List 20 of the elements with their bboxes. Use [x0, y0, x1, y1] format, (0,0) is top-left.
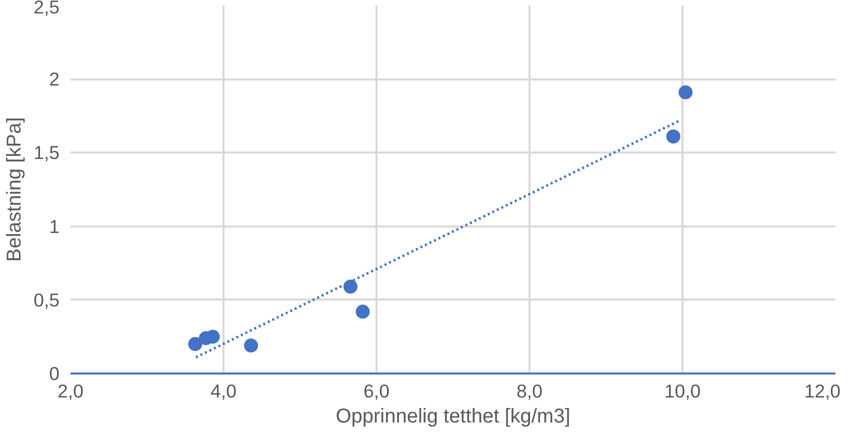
- point: [666, 130, 680, 144]
- y-tick-label: 2,5: [34, 0, 60, 18]
- y-tick-label: 1: [49, 216, 60, 237]
- point: [678, 85, 693, 100]
- y-axis-title: Belastning [kPa]: [4, 117, 26, 262]
- y-tick-label: 0,5: [34, 289, 60, 310]
- point: [356, 304, 370, 319]
- x-tick-label: 6,0: [364, 380, 390, 402]
- point: [343, 280, 358, 294]
- x-tick-label: 10,0: [664, 380, 701, 402]
- point: [188, 337, 202, 352]
- x-tick-label: 2,0: [58, 380, 84, 402]
- x-tick-label: 12,0: [804, 380, 840, 402]
- y-tick-label: 2: [49, 68, 60, 90]
- point: [244, 338, 258, 353]
- x-axis-title: Opprinnelig tetthet [kg/m3]: [336, 406, 570, 428]
- y-tick-label: 1,5: [34, 142, 60, 164]
- y-tick-label: 0: [49, 363, 60, 384]
- x-tick-label: 4,0: [210, 380, 236, 402]
- x-tick-label: 8,0: [516, 380, 542, 402]
